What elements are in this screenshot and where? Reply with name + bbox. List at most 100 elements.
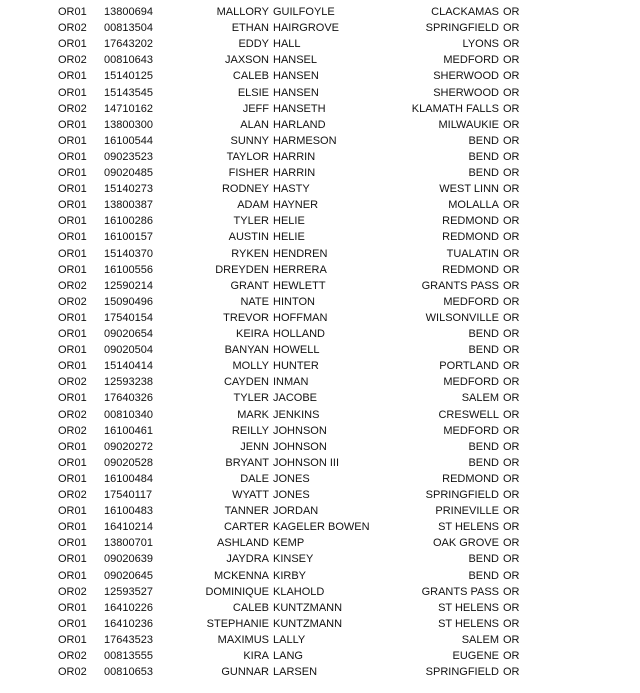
region: OR01 [58,569,87,582]
id-number: 15140370 [104,247,153,260]
table-row: OR02 12593238 CAYDEN INMAN MEDFORD OR [0,374,640,390]
table-row: OR01 17643202 EDDY HALL LYONS OR [0,36,640,52]
region: OR01 [58,38,87,51]
last-name: HANSETH [273,102,326,115]
state: OR [503,392,520,405]
id-number: 16100483 [104,505,153,518]
state: OR [503,650,520,662]
state: OR [503,585,520,598]
last-name: HINTON [273,295,315,308]
first-name: MOLLY [232,360,269,373]
region: OR01 [58,150,87,163]
last-name: JOHNSON III [273,456,340,469]
last-name: HARRIN [273,167,316,179]
first-name: ALAN [240,118,269,131]
state: OR [503,215,520,228]
region: OR02 [58,408,87,421]
table-row: OR01 16100484 DALE JONES REDMOND OR [0,471,640,487]
first-name: KIRA [243,650,269,662]
table-row: OR02 00810643 JAXSON HANSEL MEDFORD OR [0,52,640,68]
region: OR01 [58,472,87,485]
last-name: INMAN [273,376,309,389]
region: OR01 [58,311,87,324]
table-row: OR02 14710162 JEFF HANSETH KLAMATH FALLS OR [0,101,640,117]
id-number: 16410236 [104,617,153,630]
region: OR01 [58,328,87,340]
region: OR01 [58,199,87,212]
region: OR02 [58,102,87,115]
last-name: JOHNSON [273,440,327,453]
id-number: 00813555 [104,650,153,662]
id-number: 09020645 [104,569,153,582]
state: OR [503,199,520,212]
first-name: TYLER [233,215,269,228]
id-number: 12590214 [104,279,153,292]
table-row: OR01 15140273 RODNEY HASTY WEST LINN OR [0,181,640,197]
last-name: HARLAND [273,118,326,131]
city: SALEM [461,633,499,646]
city: GRANTS PASS [421,585,499,598]
last-name: LALLY [273,633,306,646]
first-name: JEFF [242,102,269,115]
last-name: JONES [273,472,310,485]
id-number: 16100157 [104,231,153,244]
city: CRESWELL [438,408,499,421]
region: OR01 [58,553,87,566]
id-number: 16100461 [104,424,153,437]
city: SHERWOOD [433,86,499,99]
state: OR [503,247,520,260]
region: OR02 [58,650,87,662]
last-name: KUNTZMANN [273,601,343,614]
city: REDMOND [442,472,499,485]
city: SPRINGFIELD [425,666,499,679]
id-number: 09023523 [104,150,153,163]
state: OR [503,666,520,679]
table-row: OR01 09020485 FISHER HARRIN BEND OR [0,165,640,181]
region: OR01 [58,118,87,131]
state: OR [503,601,520,614]
table-row: OR01 09020528 BRYANT JOHNSON III BEND OR [0,455,640,471]
city: BEND [468,344,499,357]
table-row: OR01 17640326 TYLER JACOBE SALEM OR [0,390,640,406]
region: OR01 [58,247,87,260]
region: OR01 [58,521,87,534]
table-row: OR01 09020504 BANYAN HOWELL BEND OR [0,342,640,358]
last-name: JENKINS [273,408,320,421]
table-row: OR01 15140414 MOLLY HUNTER PORTLAND OR [0,358,640,374]
city: TUALATIN [446,247,499,260]
last-name: HOFFMAN [273,311,328,324]
state: OR [503,279,520,292]
id-number: 09020272 [104,440,153,453]
city: BEND [468,134,499,147]
last-name: HOWELL [273,344,320,357]
first-name: CAYDEN [223,376,269,389]
state: OR [503,328,520,340]
first-name: JENN [240,440,269,453]
last-name: LANG [273,650,303,662]
city: MILWAUKIE [438,118,499,131]
first-name: TREVOR [223,311,269,324]
state: OR [503,86,520,99]
table-row: OR02 12590214 GRANT HEWLETT GRANTS PASS OR [0,278,640,294]
last-name: GUILFOYLE [273,6,335,18]
last-name: HELIE [273,215,305,228]
table-row: OR01 16100556 DREYDEN HERRERA REDMOND OR [0,262,640,278]
last-name: JOHNSON [273,424,327,437]
region: OR01 [58,167,87,179]
city: BEND [468,456,499,469]
id-number: 16100286 [104,215,153,228]
last-name: HENDREN [273,247,328,260]
table-row: OR01 16410236 STEPHANIE KUNTZMANN ST HELENS O… [0,616,640,632]
state: OR [503,134,520,147]
state: OR [503,54,520,67]
city: CLACKAMAS [431,6,499,18]
first-name: MALLORY [216,6,269,18]
last-name: HELIE [273,231,305,244]
state: OR [503,231,520,244]
city: BEND [468,553,499,566]
table-row: OR01 16410226 CALEB KUNTZMANN ST HELENS OR [0,600,640,616]
region: OR02 [58,54,87,67]
last-name: HUNTER [273,360,319,373]
first-name: CALEB [232,601,269,614]
last-name: KIRBY [273,569,307,582]
